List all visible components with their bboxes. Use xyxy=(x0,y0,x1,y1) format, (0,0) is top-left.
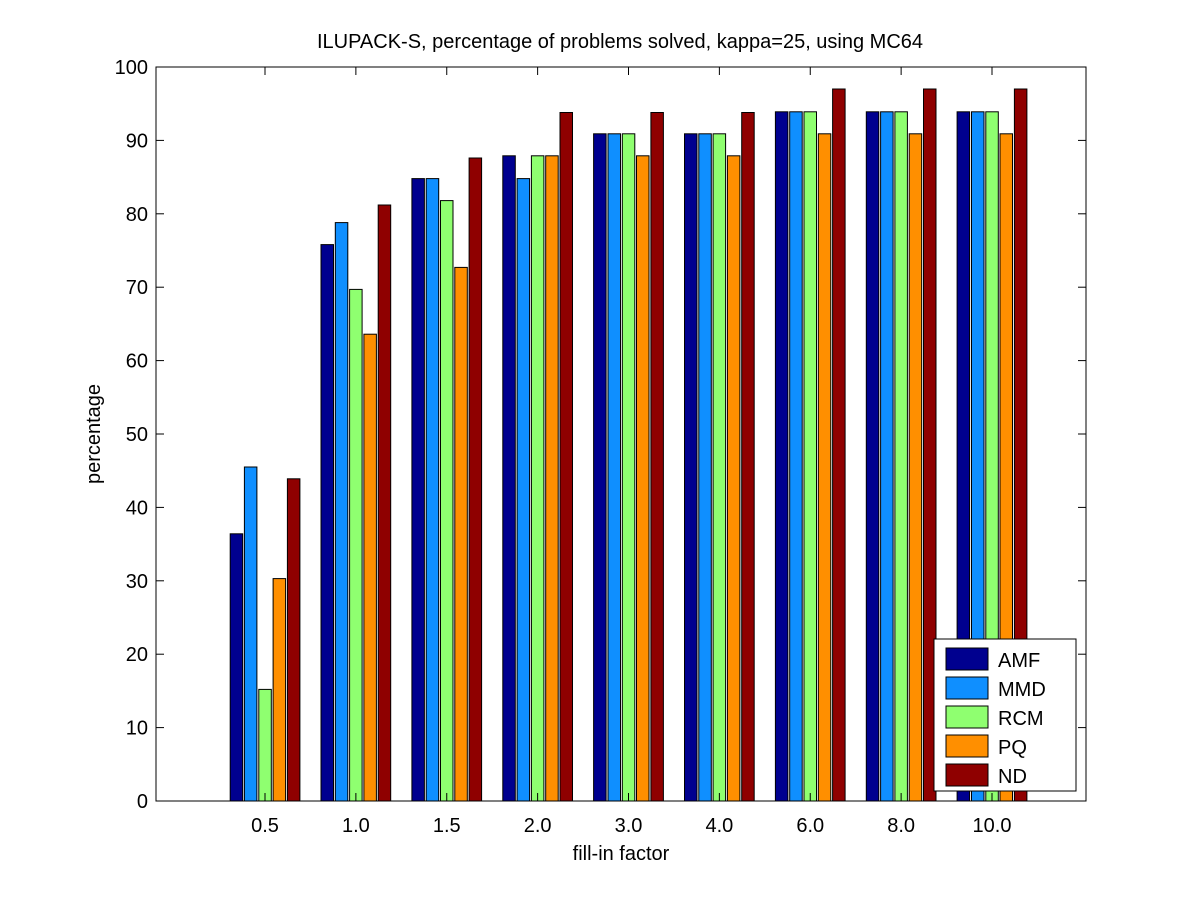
bar-mmd-6.0 xyxy=(789,111,803,802)
bar-mmd-1.0 xyxy=(334,222,349,802)
bar-pq-3.0 xyxy=(636,155,650,802)
bar-amf-4.0 xyxy=(684,133,698,802)
y-tick-label: 20 xyxy=(126,644,148,666)
bar-mmd-2.0 xyxy=(516,178,531,802)
bar-rcm-8.0 xyxy=(894,111,908,802)
bar-pq-8.0 xyxy=(908,133,923,802)
bar-nd-0.5 xyxy=(286,478,301,802)
bar-rcm-1.0 xyxy=(349,288,363,802)
x-tick-label: 1.0 xyxy=(342,815,370,837)
chart-title: ILUPACK-S, percentage of problems solved… xyxy=(317,31,923,53)
y-tick-label: 80 xyxy=(126,204,148,226)
y-tick-label: 70 xyxy=(126,277,148,299)
x-tick-label: 0.5 xyxy=(251,815,279,837)
y-tick-label: 0 xyxy=(137,791,148,813)
y-tick-label: 30 xyxy=(126,571,148,593)
bar-nd-10.0 xyxy=(1013,88,1028,802)
bar-mmd-10.0 xyxy=(971,111,985,802)
bar-nd-3.0 xyxy=(650,112,664,802)
legend-swatch-rcm xyxy=(945,705,989,729)
bar-rcm-1.5 xyxy=(440,200,454,802)
bar-rcm-4.0 xyxy=(712,133,727,802)
bar-pq-2.0 xyxy=(545,155,559,802)
legend-label-mmd: MMD xyxy=(998,679,1046,701)
bar-amf-1.0 xyxy=(320,244,334,802)
y-tick-label: 100 xyxy=(115,57,148,79)
y-tick-label: 90 xyxy=(126,130,148,152)
bar-pq-1.0 xyxy=(363,333,377,802)
legend-label-amf: AMF xyxy=(998,650,1040,672)
bar-pq-10.0 xyxy=(999,133,1013,802)
x-tick-label: 4.0 xyxy=(705,815,733,837)
x-tick-label: 3.0 xyxy=(615,815,643,837)
bar-rcm-2.0 xyxy=(530,155,545,802)
bar-mmd-8.0 xyxy=(880,111,894,802)
bar-rcm-3.0 xyxy=(621,133,636,802)
y-tick-label: 10 xyxy=(126,718,148,740)
x-tick-label: 8.0 xyxy=(887,815,915,837)
bar-mmd-4.0 xyxy=(698,133,712,802)
x-axis-label: fill-in factor xyxy=(573,843,670,865)
bar-amf-1.5 xyxy=(411,178,425,802)
bar-nd-8.0 xyxy=(923,88,937,802)
bar-mmd-3.0 xyxy=(607,133,621,802)
bar-pq-6.0 xyxy=(817,133,832,802)
y-tick-label: 60 xyxy=(126,351,148,373)
legend-label-pq: PQ xyxy=(998,737,1027,759)
bar-amf-0.5 xyxy=(229,533,244,802)
legend-label-nd: ND xyxy=(998,766,1027,788)
bar-nd-1.5 xyxy=(468,157,483,802)
y-axis: 0 10 20 30 40 50 60 70 80 90 100 xyxy=(115,57,1086,813)
bar-amf-2.0 xyxy=(502,155,516,802)
bar-rcm-6.0 xyxy=(803,111,817,802)
legend-swatch-amf xyxy=(945,647,989,671)
bar-nd-1.0 xyxy=(377,204,392,802)
bar-amf-8.0 xyxy=(865,111,880,802)
bar-pq-4.0 xyxy=(726,155,741,802)
bar-mmd-1.5 xyxy=(425,178,440,802)
y-axis-label: percentage xyxy=(83,384,105,484)
y-tick-label: 40 xyxy=(126,497,148,519)
bar-rcm-0.5 xyxy=(258,688,272,802)
bars-group xyxy=(229,88,1028,802)
bar-pq-0.5 xyxy=(272,578,287,802)
bar-nd-6.0 xyxy=(832,88,846,802)
bar-pq-1.5 xyxy=(454,266,468,802)
bar-nd-4.0 xyxy=(741,112,755,802)
bar-amf-3.0 xyxy=(593,133,607,802)
legend-label-rcm: RCM xyxy=(998,708,1044,730)
x-axis: 0.5 1.0 1.5 2.0 3.0 4.0 6.0 8.0 10.0 xyxy=(251,67,1011,837)
legend: AMF MMD RCM PQ ND xyxy=(933,638,1077,792)
x-tick-label: 1.5 xyxy=(433,815,461,837)
bar-mmd-0.5 xyxy=(243,466,258,802)
legend-swatch-mmd xyxy=(945,676,989,700)
bar-amf-10.0 xyxy=(956,111,971,802)
bar-nd-2.0 xyxy=(559,112,573,802)
x-tick-label: 6.0 xyxy=(796,815,824,837)
legend-swatch-nd xyxy=(945,763,989,787)
x-tick-label: 2.0 xyxy=(524,815,552,837)
x-tick-label: 10.0 xyxy=(973,815,1012,837)
y-tick-label: 50 xyxy=(126,424,148,446)
bar-amf-6.0 xyxy=(774,111,789,802)
legend-swatch-pq xyxy=(945,734,989,758)
